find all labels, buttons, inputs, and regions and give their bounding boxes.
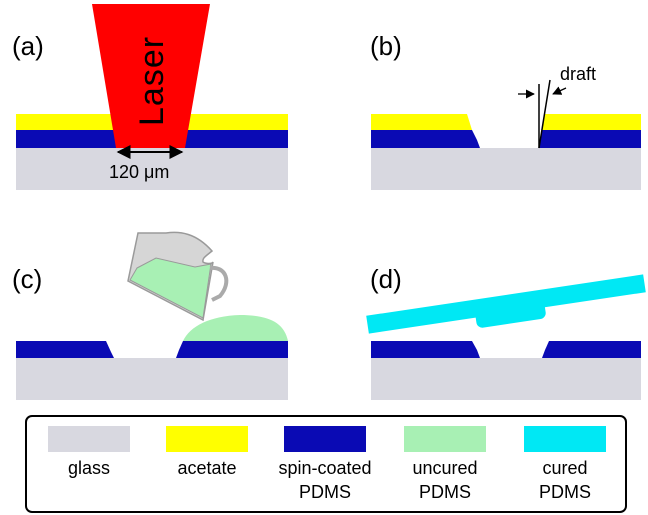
draft-label: draft <box>560 64 596 84</box>
laser-beam <box>92 4 210 148</box>
legend-item-glass: glass <box>48 426 130 478</box>
acetate-layer <box>542 114 641 130</box>
legend-label: PDMS <box>299 482 351 502</box>
spin-coated-pdms-layer <box>542 341 641 358</box>
pouring-cup <box>127 231 229 322</box>
legend-label: PDMS <box>539 482 591 502</box>
cured-pdms-sheet <box>366 274 646 334</box>
glass-layer <box>371 148 641 190</box>
panel-b: (b) draft <box>370 31 641 190</box>
legend-swatch <box>48 426 130 452</box>
spin-coated-pdms-layer <box>371 130 480 148</box>
legend-items: glass acetate spin-coatedPDMSuncuredPDMScu… <box>48 426 606 502</box>
legend-swatch <box>404 426 486 452</box>
panel-d: (d) <box>366 264 646 400</box>
cup-handle <box>209 265 229 302</box>
glass-layer <box>371 358 641 400</box>
uncured-pdms-blob <box>183 315 288 341</box>
cured-pdms-slab <box>366 274 646 334</box>
panel-c: (c) <box>12 231 288 400</box>
spin-coated-pdms-layer <box>371 341 480 358</box>
legend-label: glass <box>68 458 110 478</box>
legend-item-uncured-pdms: uncured PDMS <box>404 426 486 502</box>
legend-item-cured-pdms: cured PDMS <box>524 426 606 502</box>
legend-item-acetate: acetate <box>166 426 248 478</box>
legend-label: spin-coated <box>278 458 371 478</box>
cup-liquid <box>129 257 212 319</box>
panel-d-label: (d) <box>370 264 402 294</box>
laser-label: Laser <box>133 36 171 126</box>
acetate-layer <box>371 114 472 130</box>
legend-label: PDMS <box>419 482 471 502</box>
legend-label: cured <box>542 458 587 478</box>
legend: glass acetate spin-coatedPDMSuncuredPDMScu… <box>25 415 627 513</box>
legend-swatch <box>166 426 248 452</box>
legend-swatch <box>524 426 606 452</box>
panel-b-label: (b) <box>370 31 402 61</box>
width-label: 120 μm <box>109 162 169 182</box>
legend-label: acetate <box>177 458 236 478</box>
draft-arrow-right <box>552 86 567 95</box>
panel-a-label: (a) <box>12 31 44 61</box>
panel-c-label: (c) <box>12 264 42 294</box>
cured-pdms-feature <box>475 300 546 328</box>
legend-label: uncured <box>412 458 477 478</box>
spin-coated-pdms-layer <box>16 341 114 358</box>
spin-coated-pdms-layer <box>176 341 288 358</box>
legend-swatch <box>284 426 366 452</box>
spin-coated-pdms-layer <box>539 130 641 148</box>
legend-item-spin-coated-pdms: spin-coated PDMS <box>278 426 372 502</box>
glass-layer <box>16 358 288 400</box>
panel-a: (a) Laser 120 μm <box>12 4 288 190</box>
draft-angle-line <box>538 79 551 149</box>
